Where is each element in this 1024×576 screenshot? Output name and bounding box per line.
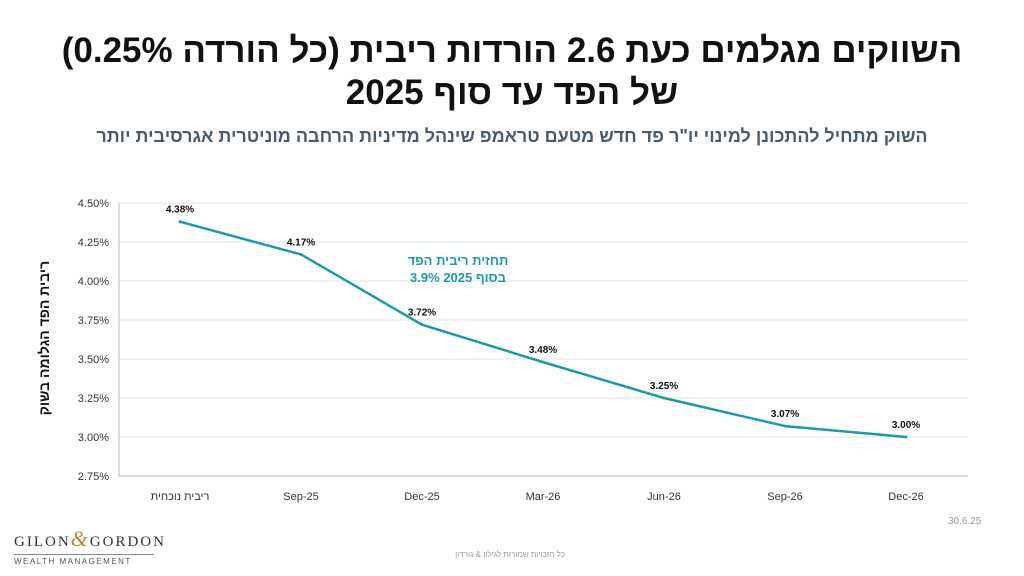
logo-wordmark: GILON&GORDON [14,526,164,552]
y-tick-label: 3.50% [78,354,109,366]
page-subtitle: השוק מתחיל להתכונן למינוי יו"ר פד חדש מט… [96,126,928,146]
y-tick-label: 4.00% [78,276,109,288]
y-tick-label: 3.00% [78,432,109,444]
x-tick-label: Jun-26 [647,491,681,503]
y-axis-label: ריבית הפד הגלומה בשוק [36,260,52,416]
y-tick-label: 3.75% [78,315,109,327]
data-label: 4.38% [166,205,194,216]
data-point [178,220,182,224]
data-label: 3.48% [529,345,557,356]
title-line-2: של הפד עד סוף 2025 [345,73,679,112]
data-point [299,252,303,256]
logo-divider [14,554,154,555]
annotation-line-1: תחזית ריבית הפד [407,253,509,268]
page-title: השווקים מגלמים כעת 2.6 הורדות ריבית (כל … [40,30,984,114]
x-tick-label: Dec-25 [404,491,439,503]
x-tick-label: Dec-26 [888,491,923,503]
x-tick-label: Sep-25 [283,491,318,503]
title-line-1: השווקים מגלמים כעת 2.6 הורדות ריבית (כל … [61,31,963,70]
x-tick-label: Mar-26 [526,491,561,503]
forecast-annotation: תחזית ריבית הפד בסוף 2025 3.9% [388,252,528,286]
data-label: 3.72% [408,308,436,319]
company-logo: GILON&GORDON WEALTH MANAGEMENT [14,526,164,566]
annotation-line-2: בסוף 2025 3.9% [410,270,506,285]
data-point [541,360,545,364]
data-label: 3.00% [892,420,920,431]
date-note: 30.6.25 [948,516,982,527]
data-label: 4.17% [287,237,315,248]
logo-name-right: GORDON [89,534,166,550]
y-tick-label: 4.50% [78,198,109,210]
y-tick-label: 3.25% [78,393,109,405]
logo-tagline: WEALTH MANAGEMENT [14,557,132,566]
logo-name-left: GILON [14,534,71,550]
x-tick-label: Sep-26 [767,491,802,503]
data-label: 3.07% [771,409,799,420]
data-point [904,435,908,439]
x-tick-label: ריבית נוכחית [151,491,210,503]
series-line [178,220,908,439]
logo-ampersand: & [70,526,90,551]
data-point [783,424,787,428]
copyright-note: כל הזכויות שמורות לגילון & גורדון [455,550,565,559]
data-label: 3.25% [650,381,678,392]
y-tick-label: 2.75% [78,471,109,483]
y-tick-label: 4.25% [78,237,109,249]
data-point [662,396,666,400]
data-point [420,323,424,327]
